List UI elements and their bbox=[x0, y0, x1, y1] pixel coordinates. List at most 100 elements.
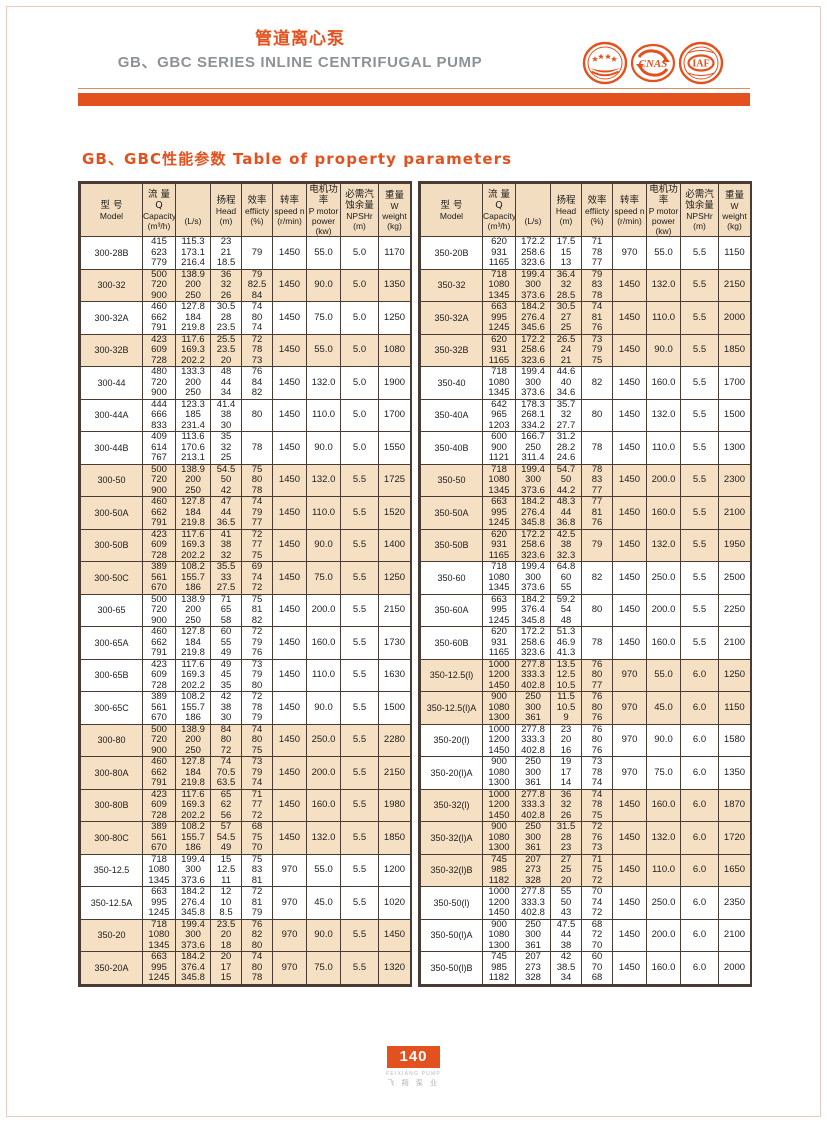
cell-head: 35.5 33 27.5 bbox=[210, 561, 242, 595]
table-row: 350-50(l) 1000 1200 1450 277.8 333.3 402.8 55 50… bbox=[420, 886, 751, 920]
cell-efficiency: 74 80 75 bbox=[241, 723, 273, 757]
cell-weight: 1580 bbox=[718, 723, 751, 757]
cell-capacity-ls: 250 300 361 bbox=[515, 821, 551, 855]
cell-efficiency: 78 bbox=[581, 626, 613, 660]
cell-capacity-ls: 178.3 268.1 334.2 bbox=[515, 398, 551, 432]
cell-head: 23 21 18.5 bbox=[210, 236, 242, 270]
table-row: 300-32B 423 609 728 117.6 169.3 202.2 25.5 23.5 2… bbox=[80, 333, 411, 367]
cell-speed: 1450 bbox=[612, 333, 647, 367]
cell-capacity-m3h: 1000 1200 1450 bbox=[482, 723, 516, 757]
cell-efficiency: 80 bbox=[241, 398, 273, 432]
cell-model: 300-50A bbox=[80, 496, 143, 530]
col-header-model-en: Model bbox=[99, 210, 124, 221]
cell-efficiency: 72 77 75 bbox=[241, 528, 273, 562]
cell-npshr: 5.5 bbox=[340, 463, 379, 497]
cell-capacity-m3h: 900 1080 1300 bbox=[482, 821, 516, 855]
svg-text:IAF: IAF bbox=[692, 59, 709, 70]
col-header-efficiency: 效率 effiicty (%) bbox=[241, 183, 273, 237]
cell-efficiency: 75 83 81 bbox=[241, 853, 273, 887]
cell-head: 44.6 40 34.6 bbox=[550, 366, 582, 400]
cell-speed: 1450 bbox=[272, 756, 307, 790]
cell-capacity-ls: 199.4 300 373.6 bbox=[175, 918, 211, 952]
col-header-weight-unit: (kg) bbox=[387, 220, 402, 231]
cell-efficiency: 76 80 77 bbox=[581, 658, 613, 692]
table-row: 350-60A 663 995 1245 184.2 376.4 345.8 59.2 54 48… bbox=[420, 593, 751, 627]
col-header-efficiency-unit: (%) bbox=[590, 215, 604, 226]
cell-weight: 2000 bbox=[718, 301, 751, 335]
cell-model: 350-12.5(l)A bbox=[420, 691, 483, 725]
cell-capacity-ls: 199.4 300 373.6 bbox=[175, 853, 211, 887]
table-row: 350-50A 663 995 1245 184.2 276.4 345.8 48.3 44 36… bbox=[420, 496, 751, 530]
col-header-head-unit: (m) bbox=[219, 215, 233, 226]
cell-speed: 1450 bbox=[272, 366, 307, 400]
brand-name-cn: 飞 翔 泵 业 bbox=[387, 1079, 440, 1087]
cell-head: 74 70.5 63.5 bbox=[210, 756, 242, 790]
cell-efficiency: 82 bbox=[581, 561, 613, 595]
cell-model: 350-32 bbox=[420, 268, 483, 302]
cell-efficiency: 79 bbox=[581, 528, 613, 562]
col-header-head-en: Head bbox=[555, 205, 577, 216]
spec-table-left: 型 号 Model 流 量 Q Capacity (m³/h) 流 量 Q Ca… bbox=[80, 183, 411, 985]
cell-capacity-m3h: 1000 1200 1450 bbox=[482, 886, 516, 920]
cell-efficiency: 76 82 80 bbox=[241, 918, 273, 952]
cell-speed: 1450 bbox=[272, 658, 307, 692]
table-row: 350-40A 642 965 1203 178.3 268.1 334.2 35.7 32 27… bbox=[420, 398, 751, 432]
cell-power: 75.0 bbox=[306, 561, 341, 595]
cell-npshr: 5.5 bbox=[680, 398, 719, 432]
cell-model: 300-32B bbox=[80, 333, 143, 367]
cell-efficiency: 72 78 73 bbox=[241, 333, 273, 367]
page-title-cn: 管道离心泵 bbox=[255, 29, 345, 49]
table-row: 350-20 718 1080 1345 199.4 300 373.6 23.5 20 18 76… bbox=[80, 918, 411, 952]
col-header-weight-cn: 重量 bbox=[724, 189, 744, 201]
cell-speed: 1450 bbox=[612, 886, 647, 920]
table-row: 300-50A 460 662 791 127.8 184 219.8 47 44 36.5 74 7… bbox=[80, 496, 411, 530]
cell-speed: 970 bbox=[272, 918, 307, 952]
cell-head: 71 65 58 bbox=[210, 593, 242, 627]
table-row: 350-20A 663 995 1245 184.2 376.4 345.8 20 17 15 74… bbox=[80, 951, 411, 985]
cell-model: 300-65C bbox=[80, 691, 143, 725]
cell-head: 30.5 28 23.5 bbox=[210, 301, 242, 335]
cell-capacity-ls: 199.4 300 373.6 bbox=[515, 463, 551, 497]
cell-weight: 2350 bbox=[718, 886, 751, 920]
col-header-weight-unit: (kg) bbox=[727, 220, 742, 231]
header-rule-thin bbox=[78, 88, 750, 89]
cell-npshr: 5.0 bbox=[340, 366, 379, 400]
table-row: 350-32(l) 1000 1200 1450 277.8 333.3 402.8 36 32… bbox=[420, 788, 751, 822]
table-row: 300-65C 389 561 670 108.2 155.7 186 42 38 30 72 78 7… bbox=[80, 691, 411, 725]
cell-weight: 1950 bbox=[718, 528, 751, 562]
cell-head: 35 32 25 bbox=[210, 431, 242, 465]
cell-efficiency: 73 79 74 bbox=[241, 756, 273, 790]
cell-npshr: 5.5 bbox=[340, 821, 379, 855]
cell-efficiency: 72 78 79 bbox=[241, 691, 273, 725]
cell-capacity-ls: 277.8 333.3 402.8 bbox=[515, 723, 551, 757]
col-header-capacity-m3h-unit: (m³/h) bbox=[487, 221, 511, 231]
cell-efficiency: 78 bbox=[241, 431, 273, 465]
cell-npshr: 5.5 bbox=[340, 691, 379, 725]
col-header-power-cn: 电机功率 bbox=[649, 184, 678, 206]
cell-weight: 1320 bbox=[378, 951, 411, 985]
cell-power: 55.0 bbox=[306, 853, 341, 887]
cell-head: 41 38 32 bbox=[210, 528, 242, 562]
cell-speed: 1450 bbox=[612, 398, 647, 432]
cell-npshr: 5.5 bbox=[680, 268, 719, 302]
cell-npshr: 5.0 bbox=[340, 236, 379, 270]
table-row: 300-44B 409 614 767 113.6 170.6 213.1 35 32 25 78 1… bbox=[80, 431, 411, 465]
col-header-power-unit: (kw) bbox=[315, 226, 332, 236]
cell-capacity-ls: 172.2 258.6 323.6 bbox=[515, 626, 551, 660]
cell-weight: 1150 bbox=[718, 691, 751, 725]
cell-head: 15 12.5 11 bbox=[210, 853, 242, 887]
cell-power: 132.0 bbox=[306, 463, 341, 497]
table-row: 350-20B 620 931 1165 172.2 258.6 323.6 17.5 15 13… bbox=[420, 236, 751, 270]
col-header-efficiency-cn: 效率 bbox=[247, 194, 267, 206]
table-body-right: 350-20B 620 931 1165 172.2 258.6 323.6 17.5 15 13… bbox=[420, 236, 751, 985]
col-header-power-cn: 电机功率 bbox=[309, 184, 338, 206]
cell-speed: 1450 bbox=[272, 528, 307, 562]
cell-model: 350-12.5(l) bbox=[420, 658, 483, 692]
cell-head: 42 38 30 bbox=[210, 691, 242, 725]
cell-efficiency: 69 74 72 bbox=[241, 561, 273, 595]
cell-head: 13.5 12.5 10.5 bbox=[550, 658, 582, 692]
cell-power: 160.0 bbox=[646, 951, 681, 985]
cell-efficiency: 71 78 77 bbox=[581, 236, 613, 270]
cell-npshr: 6.0 bbox=[680, 821, 719, 855]
cell-npshr: 5.5 bbox=[340, 658, 379, 692]
